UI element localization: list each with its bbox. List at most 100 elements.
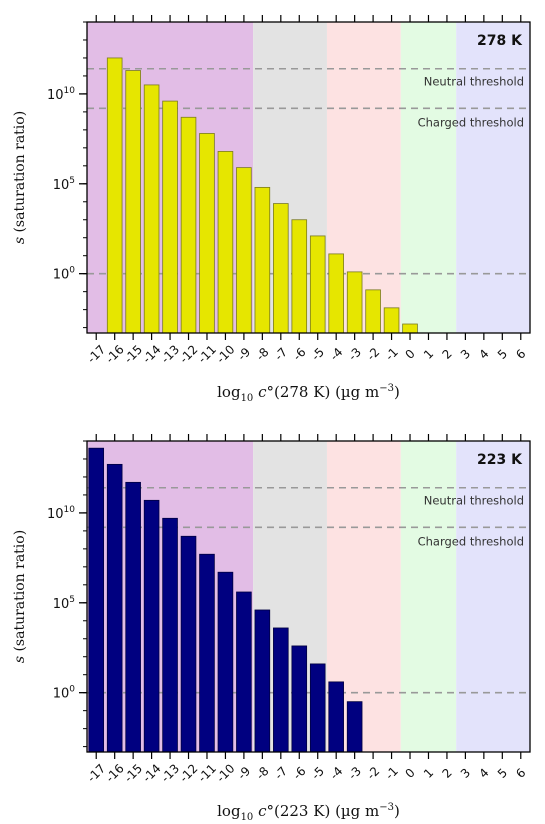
volatility-band <box>400 22 457 333</box>
y-tick-exponent: 5 <box>69 595 75 605</box>
bar <box>236 591 252 753</box>
bar <box>143 499 160 753</box>
x-tick-label: -3 <box>346 345 364 363</box>
bar <box>199 553 215 753</box>
bar <box>309 663 326 753</box>
bar <box>291 645 308 753</box>
x-tick-label: 4 <box>476 347 491 362</box>
y-tick-base: 10 <box>53 687 70 702</box>
neutral-threshold-label: Neutral threshold <box>424 75 524 89</box>
x-tick-label: 2 <box>439 347 454 362</box>
volatility-band <box>456 441 530 752</box>
x-label-c: c <box>258 383 267 401</box>
x-tick-label: 3 <box>458 766 473 781</box>
x-tick-label: -8 <box>253 345 271 363</box>
bar <box>346 271 363 334</box>
plot-frame <box>86 440 531 753</box>
y-tick-base: 10 <box>53 597 70 612</box>
x-axis-label: log10 c°(278 K) (µg m−3) <box>217 383 400 404</box>
y-tick-base: 10 <box>53 178 70 193</box>
x-tick-label: 1 <box>421 347 436 362</box>
x-tick-label: -9 <box>235 345 253 363</box>
x-label-degree: ° <box>266 802 274 820</box>
bar <box>125 481 141 753</box>
y-tick-base: 10 <box>47 88 64 103</box>
y-tick-label: 105 <box>53 595 75 612</box>
y-tick-label: 1010 <box>47 505 75 522</box>
x-tick-label: -8 <box>253 764 271 782</box>
bar <box>273 627 289 753</box>
y-tick-exponent: 0 <box>69 266 75 276</box>
y-tick-exponent: 0 <box>69 685 75 695</box>
bar <box>346 701 363 753</box>
y-label-symbol: s <box>12 656 28 663</box>
x-label-temp: (223 K) <box>274 802 335 820</box>
y-axis-label: s (saturation ratio) <box>12 111 28 244</box>
bar <box>273 203 289 334</box>
x-label-log: log <box>217 802 241 820</box>
x-tick-label: -5 <box>309 345 327 363</box>
x-tick-label: -1 <box>383 345 401 363</box>
y-axis-label: s (saturation ratio) <box>12 530 28 663</box>
volatility-band <box>456 22 530 333</box>
volatility-band <box>400 441 457 752</box>
x-tick-label: -4 <box>327 764 345 782</box>
y-label-text: (saturation ratio) <box>12 530 28 652</box>
bar <box>217 151 234 334</box>
bar <box>254 609 271 753</box>
bar <box>383 307 400 334</box>
neutral-threshold-label: Neutral threshold <box>424 494 524 508</box>
x-tick-label: -9 <box>235 764 253 782</box>
charged-threshold-label: Charged threshold <box>418 534 524 548</box>
x-tick-label: -1 <box>383 764 401 782</box>
y-tick-base: 10 <box>53 268 70 283</box>
y-tick-label: 100 <box>53 266 76 283</box>
x-tick-label: 0 <box>403 347 418 362</box>
bar <box>199 133 215 334</box>
bar <box>217 571 234 753</box>
bar <box>162 100 178 334</box>
x-label-close: ) <box>394 802 400 820</box>
bar <box>328 253 344 334</box>
y-label-symbol: s <box>12 237 28 244</box>
bar <box>402 323 418 334</box>
y-tick-exponent: 10 <box>64 505 76 515</box>
x-label-units: (µg m <box>335 802 379 820</box>
x-tick-label: -7 <box>272 345 290 363</box>
x-tick-label: -2 <box>364 764 382 782</box>
y-label-text: (saturation ratio) <box>12 111 28 233</box>
bar <box>180 116 197 334</box>
y-tick-label: 100 <box>53 685 76 702</box>
x-tick-label: -7 <box>272 764 290 782</box>
x-label-c: c <box>258 802 267 820</box>
temperature-tag: 278 K <box>477 33 523 49</box>
x-label-exp: −3 <box>379 383 394 394</box>
x-tick-label: 6 <box>513 766 528 781</box>
x-label-units: (µg m <box>335 383 379 401</box>
y-tick-exponent: 10 <box>64 86 76 96</box>
bar <box>309 235 326 334</box>
x-tick-label: 3 <box>458 347 473 362</box>
x-tick-label: 4 <box>476 766 491 781</box>
x-label-degree: ° <box>266 383 274 401</box>
bar <box>328 681 344 753</box>
x-tick-label: 5 <box>495 766 510 781</box>
bar <box>125 70 141 334</box>
bar <box>254 186 271 334</box>
x-tick-label: -10 <box>214 761 238 785</box>
bar <box>236 167 252 334</box>
x-tick-label: -2 <box>364 345 382 363</box>
y-tick-label: 1010 <box>47 86 75 103</box>
x-tick-label: -6 <box>290 764 308 782</box>
plot-frame <box>86 21 531 334</box>
bar <box>291 219 308 334</box>
x-tick-label: -5 <box>309 764 327 782</box>
charged-threshold-label: Charged threshold <box>418 115 524 129</box>
x-tick-label: -3 <box>346 764 364 782</box>
bar <box>143 84 160 334</box>
bar <box>365 289 381 334</box>
y-tick-label: 105 <box>53 176 75 193</box>
bar <box>106 57 123 334</box>
